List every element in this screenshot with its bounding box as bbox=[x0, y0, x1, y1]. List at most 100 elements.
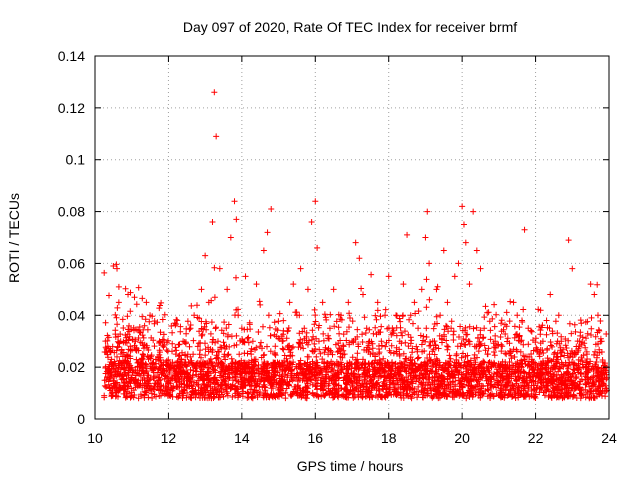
data-point bbox=[444, 299, 451, 306]
x-axis-label: GPS time / hours bbox=[297, 458, 404, 474]
x-tick-label: 22 bbox=[528, 430, 544, 446]
data-point bbox=[385, 273, 392, 280]
data-point bbox=[503, 351, 510, 358]
data-point bbox=[202, 252, 209, 259]
data-point bbox=[389, 325, 396, 332]
data-point bbox=[125, 291, 132, 298]
data-point bbox=[286, 299, 293, 306]
data-point bbox=[382, 312, 389, 319]
data-point bbox=[104, 343, 111, 350]
data-point bbox=[187, 325, 194, 332]
data-point bbox=[231, 198, 238, 205]
x-tick-label: 18 bbox=[381, 430, 397, 446]
data-point bbox=[224, 286, 231, 293]
data-point bbox=[466, 281, 473, 288]
data-point bbox=[132, 338, 139, 345]
data-point bbox=[532, 364, 539, 371]
data-point bbox=[510, 299, 517, 306]
data-point bbox=[121, 364, 128, 371]
data-point bbox=[216, 265, 223, 272]
data-point bbox=[297, 265, 304, 272]
data-point bbox=[117, 338, 124, 345]
data-point bbox=[282, 364, 289, 371]
data-point bbox=[393, 312, 400, 319]
data-point bbox=[550, 351, 557, 358]
x-tick-label: 12 bbox=[161, 430, 177, 446]
data-point bbox=[337, 312, 344, 319]
data-point bbox=[275, 384, 282, 391]
plot-frame bbox=[94, 55, 610, 420]
data-point bbox=[169, 384, 176, 391]
data-point bbox=[314, 244, 321, 251]
data-point bbox=[136, 382, 143, 389]
data-point bbox=[499, 377, 506, 384]
data-point bbox=[112, 384, 119, 391]
axis-ticks bbox=[94, 55, 610, 420]
data-point bbox=[580, 364, 587, 371]
data-point bbox=[147, 312, 154, 319]
data-point bbox=[561, 377, 568, 384]
data-point bbox=[484, 351, 491, 358]
data-point bbox=[547, 291, 554, 298]
data-point bbox=[349, 338, 355, 345]
data-point bbox=[180, 338, 187, 345]
data-point bbox=[587, 281, 594, 288]
data-point bbox=[290, 281, 297, 288]
data-point bbox=[521, 226, 528, 233]
data-point bbox=[246, 369, 253, 376]
data-point bbox=[326, 325, 333, 332]
data-point bbox=[103, 377, 110, 384]
y-tick-label: 0.12 bbox=[58, 100, 85, 116]
data-point bbox=[572, 351, 579, 358]
data-point bbox=[352, 239, 359, 246]
data-point bbox=[271, 351, 278, 358]
data-point bbox=[110, 263, 117, 270]
y-tick-label: 0.04 bbox=[58, 307, 85, 323]
data-point bbox=[473, 247, 480, 254]
data-point bbox=[569, 265, 576, 272]
data-points bbox=[101, 89, 610, 402]
data-point bbox=[128, 374, 135, 381]
data-point bbox=[459, 203, 466, 210]
data-point bbox=[481, 325, 488, 332]
data-point bbox=[396, 338, 403, 345]
data-point bbox=[211, 89, 218, 96]
data-point bbox=[371, 364, 378, 371]
data-point bbox=[455, 260, 462, 267]
data-point bbox=[407, 312, 414, 319]
data-point bbox=[214, 338, 221, 345]
data-point bbox=[495, 364, 502, 371]
data-point bbox=[315, 338, 322, 345]
data-point bbox=[514, 312, 521, 319]
data-point bbox=[115, 299, 122, 306]
data-point bbox=[543, 317, 550, 324]
data-point bbox=[260, 247, 267, 254]
data-point bbox=[235, 312, 242, 319]
data-point bbox=[539, 338, 546, 345]
data-point bbox=[319, 299, 326, 306]
data-point bbox=[356, 255, 363, 262]
data-point bbox=[213, 133, 220, 140]
data-point bbox=[107, 358, 114, 365]
x-tick-label: 24 bbox=[601, 430, 617, 446]
data-point bbox=[477, 265, 484, 272]
data-point bbox=[558, 338, 565, 345]
data-point bbox=[437, 312, 444, 319]
data-point bbox=[415, 325, 422, 332]
data-point bbox=[165, 379, 172, 386]
data-point bbox=[598, 338, 605, 345]
data-point bbox=[257, 301, 264, 308]
data-point bbox=[198, 286, 205, 293]
data-point bbox=[429, 338, 436, 345]
data-point bbox=[220, 364, 227, 371]
data-point bbox=[492, 338, 499, 345]
data-point bbox=[448, 325, 455, 332]
data-point bbox=[253, 281, 260, 288]
data-point bbox=[363, 325, 370, 332]
data-point bbox=[301, 325, 308, 332]
y-tick-label: 0.14 bbox=[58, 48, 85, 64]
data-point bbox=[293, 312, 300, 319]
y-tick-label: 0.02 bbox=[58, 359, 85, 375]
data-point bbox=[411, 299, 418, 306]
data-point bbox=[440, 247, 447, 254]
